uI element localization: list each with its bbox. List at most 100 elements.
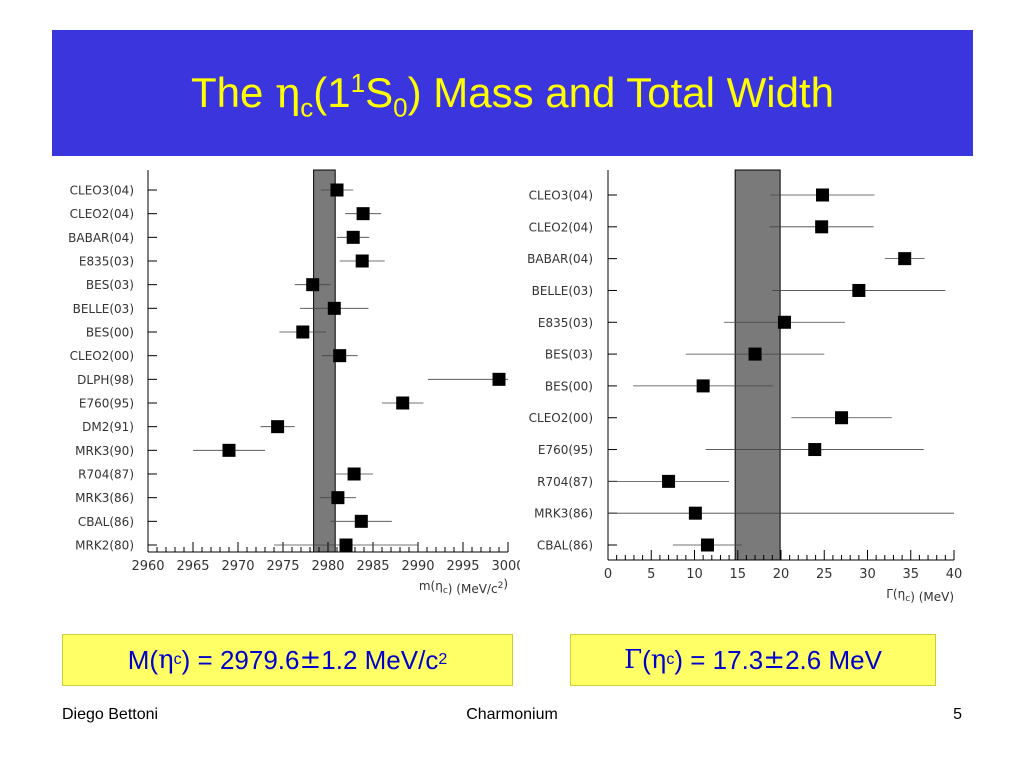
width-result-value: ) = 17.3: [674, 644, 764, 675]
width-data-point: [852, 283, 866, 297]
mass-x-tick-label: 2985: [356, 559, 389, 574]
width-x-tick-label: 25: [816, 567, 833, 582]
width-category-label: BES(00): [545, 379, 593, 393]
slide-title: The ηc(11S0) Mass and Total Width: [191, 69, 834, 120]
mass-category-label: BES(03): [86, 278, 134, 292]
mass-x-axis-label-part: ): [448, 582, 457, 596]
mass-category-label: CBAL(86): [78, 515, 134, 529]
width-result-eta: η: [650, 645, 667, 675]
title-suffix: ) Mass and Total Width: [407, 69, 834, 116]
mass-x-tick-label: 2975: [266, 559, 299, 574]
mass-result-pm: ±: [299, 645, 322, 675]
mass-x-tick-label: 2970: [221, 559, 254, 574]
mass-data-point: [222, 443, 236, 457]
mass-category-label: MRK3(90): [75, 444, 134, 458]
width-x-axis-label-part: Γ(: [886, 587, 897, 601]
title-prefix: The: [191, 69, 276, 116]
width-x-axis-label-part: ): [910, 590, 919, 604]
mass-data-point: [346, 230, 360, 244]
width-data-point: [835, 411, 849, 425]
title-banner: The ηc(11S0) Mass and Total Width: [52, 30, 973, 156]
width-data-point: [808, 443, 822, 457]
width-x-tick-label: 15: [729, 567, 746, 582]
width-result-open: (: [642, 644, 651, 675]
width-data-point: [748, 347, 762, 361]
mass-x-axis-label-part: (MeV/c: [456, 582, 497, 596]
mass-chart: 2960 2965 2970 2975 2980 2985 2990 2995 3000 CLEO…: [68, 169, 520, 596]
mass-x-tick-label: 2965: [176, 559, 209, 574]
width-category-label: CBAL(86): [537, 539, 593, 553]
width-category-label: CLEO2(04): [529, 220, 593, 234]
mass-data-point: [356, 207, 370, 221]
width-x-axis-label: Γ(ηc) (MeV): [886, 587, 954, 604]
width-category-label: CLEO2(00): [529, 411, 593, 425]
mass-category-label: BELLE(03): [73, 302, 134, 316]
mass-result-lead: M(: [127, 644, 159, 675]
width-category-label: MRK3(86): [534, 507, 593, 521]
mass-x-axis-label: m(ηc) (MeV/c2): [419, 577, 508, 596]
mass-data-point: [492, 372, 506, 386]
mass-category-label: DM2(91): [82, 420, 134, 434]
footer-page-number: 5: [953, 706, 962, 723]
width-x-tick-label: 40: [946, 567, 963, 582]
width-category-label: E835(03): [538, 316, 593, 330]
mass-x-axis-label-part: c: [443, 586, 448, 596]
title-eta: η: [275, 68, 301, 117]
mass-category-label: CLEO3(04): [70, 184, 134, 198]
mass-category-label: R704(87): [78, 468, 134, 482]
width-data-point: [898, 252, 912, 266]
mass-data-point: [396, 396, 410, 410]
width-x-tick-label: 5: [647, 567, 655, 582]
mass-x-axis-label-part: m(: [419, 579, 435, 593]
width-x-tick-label: 10: [686, 567, 703, 582]
mass-result-error: 1.2 MeV/c: [321, 644, 439, 675]
mass-result-eta: η: [158, 645, 174, 675]
width-category-label: E760(95): [538, 443, 593, 457]
mass-x-axis-label-part: η: [435, 579, 443, 593]
title-paren: (1: [313, 69, 351, 116]
width-x-axis-label-part: η: [898, 587, 906, 601]
width-average-band: [734, 169, 781, 561]
mass-data-point: [354, 514, 368, 528]
mass-x-tick-label: 3000: [491, 559, 520, 574]
width-result-box: Γ(η c) = 17.3 ± 2.6 MeV: [570, 634, 936, 686]
mass-category-label: DLPH(98): [77, 373, 134, 387]
mass-category-label: MRK3(86): [75, 491, 134, 505]
width-result-error: 2.6 MeV: [785, 644, 882, 675]
mass-data-point: [339, 538, 353, 552]
mass-category-label: E760(95): [79, 397, 134, 411]
width-category-label: BES(03): [545, 348, 593, 362]
width-chart: 0 5 10 15 20 25 30 35 40 CLEO3(04) CLEO2(04) BABAR(…: [527, 169, 963, 604]
width-category-label: BABAR(04): [527, 252, 593, 266]
mass-x-tick-label: 2960: [131, 559, 164, 574]
title-letter: S: [365, 69, 394, 116]
mass-x-tick-label: 2990: [401, 559, 434, 574]
mass-category-label: E835(03): [79, 255, 134, 269]
mass-category-label: BABAR(04): [68, 231, 134, 245]
mass-data-point: [306, 278, 320, 292]
width-x-tick-label: 20: [773, 567, 790, 582]
width-data-point: [696, 379, 710, 393]
mass-x-tick-label: 2980: [311, 559, 344, 574]
mass-x-tick-label: 2995: [446, 559, 479, 574]
title-eta-sub: c: [300, 92, 314, 123]
mass-result-value: ) = 2979.6: [181, 644, 300, 675]
width-data-point: [662, 474, 676, 488]
mass-data-point: [271, 420, 285, 434]
footer-author: Diego Bettoni: [62, 706, 159, 723]
footer-title: Charmonium: [466, 706, 558, 723]
mass-x-axis-label-part: 2: [498, 581, 504, 591]
width-result-pm: ±: [763, 645, 786, 675]
width-data-point: [815, 220, 829, 234]
mass-result-box: M(η c) = 2979.6 ± 1.2 MeV/c 2: [62, 634, 513, 686]
mass-data-point: [331, 491, 345, 505]
title-sub: 0: [393, 92, 408, 123]
width-x-tick-label: 30: [859, 567, 876, 582]
mass-data-point: [330, 183, 344, 197]
mass-data-point: [355, 254, 369, 268]
mass-data-point: [333, 349, 347, 363]
mass-category-label: CLEO2(04): [70, 207, 134, 221]
width-data-point: [777, 315, 791, 329]
width-category-label: BELLE(03): [532, 284, 593, 298]
width-x-axis-label-part: c: [905, 594, 910, 604]
